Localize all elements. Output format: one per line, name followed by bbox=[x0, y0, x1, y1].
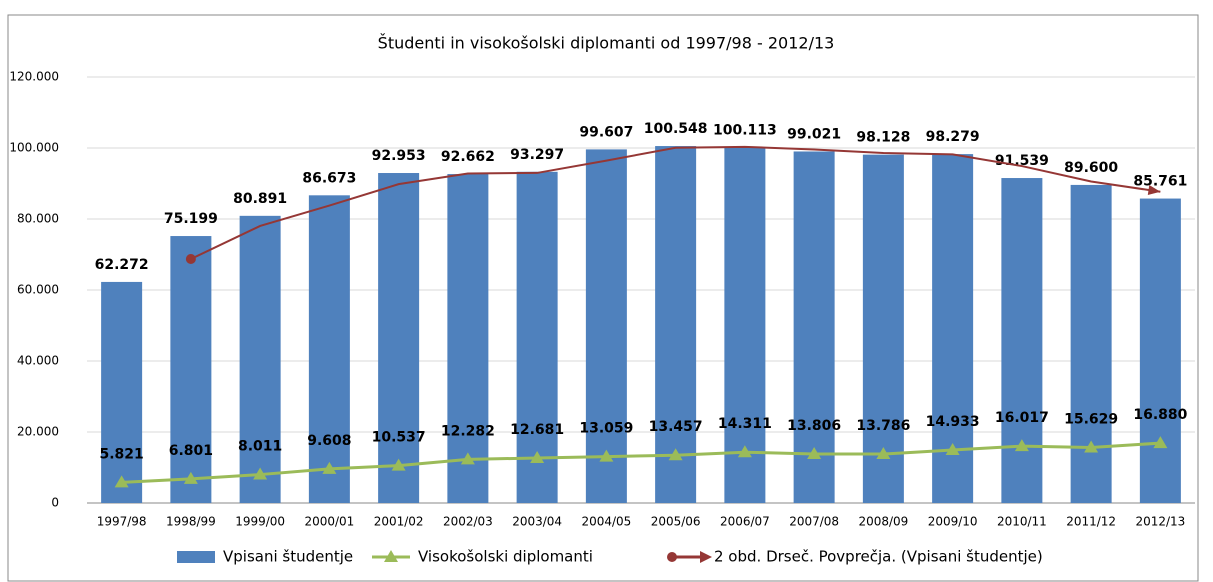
bar bbox=[655, 146, 697, 503]
line-marker bbox=[599, 449, 614, 462]
data-label: 99.607 bbox=[579, 124, 633, 140]
line-start-marker bbox=[185, 253, 196, 264]
data-label: 9.608 bbox=[307, 433, 351, 449]
data-label: 5.821 bbox=[99, 446, 143, 462]
data-label: 85.761 bbox=[1133, 174, 1187, 190]
series-line bbox=[190, 145, 1161, 260]
y-tick-label: 120.000 bbox=[9, 70, 59, 84]
data-label: 13.059 bbox=[579, 421, 633, 437]
bar bbox=[862, 154, 904, 503]
legend-label: Vpisani študentje bbox=[223, 548, 353, 566]
line-marker bbox=[114, 475, 129, 488]
bar bbox=[308, 195, 350, 503]
x-tick-label: 1997/98 bbox=[97, 515, 147, 529]
legend-marker bbox=[667, 552, 677, 562]
legend-label: 2 obd. Drseč. Povprečja. (Vpisani študen… bbox=[714, 548, 1043, 566]
x-tick-label: 1999/00 bbox=[235, 515, 285, 529]
line-marker bbox=[807, 446, 822, 459]
y-tick-label: 0 bbox=[51, 496, 59, 510]
data-label: 6.801 bbox=[169, 443, 213, 459]
line-marker bbox=[460, 452, 475, 465]
data-label: 99.021 bbox=[787, 126, 841, 142]
data-label: 8.011 bbox=[238, 439, 282, 455]
line-marker bbox=[945, 442, 960, 455]
x-tick-label: 2002/03 bbox=[443, 515, 493, 529]
x-tick-label: 2004/05 bbox=[581, 515, 631, 529]
data-label: 92.953 bbox=[372, 148, 426, 164]
data-label: 98.128 bbox=[856, 130, 910, 146]
x-tick-label: 1998/99 bbox=[166, 515, 216, 529]
line-marker bbox=[530, 450, 545, 463]
legend-swatch bbox=[177, 551, 215, 563]
data-label: 14.933 bbox=[926, 414, 980, 430]
data-label: 89.600 bbox=[1064, 160, 1118, 176]
data-label: 80.891 bbox=[233, 191, 287, 207]
line-marker bbox=[876, 447, 891, 460]
data-label: 16.880 bbox=[1133, 407, 1187, 423]
line-marker bbox=[1153, 436, 1168, 449]
line-marker bbox=[737, 445, 752, 458]
x-tick-label: 2010/11 bbox=[997, 515, 1047, 529]
line-marker bbox=[322, 461, 337, 474]
x-tick-label: 2011/12 bbox=[1066, 515, 1116, 529]
bar bbox=[1070, 184, 1112, 504]
line-marker bbox=[1014, 439, 1029, 452]
data-label: 12.282 bbox=[441, 423, 495, 439]
data-label: 13.806 bbox=[787, 418, 841, 434]
line-marker bbox=[1084, 440, 1099, 453]
legend-marker bbox=[700, 551, 712, 563]
line-marker bbox=[183, 471, 198, 484]
bar bbox=[239, 215, 281, 503]
bar bbox=[724, 147, 766, 503]
data-label: 16.017 bbox=[995, 410, 1049, 426]
data-label: 75.199 bbox=[164, 211, 218, 227]
x-tick-label: 2005/06 bbox=[651, 515, 701, 529]
line-marker bbox=[668, 448, 683, 461]
data-label: 13.786 bbox=[856, 418, 910, 434]
data-label: 14.311 bbox=[718, 416, 772, 432]
bar bbox=[516, 171, 558, 503]
x-tick-label: 2007/08 bbox=[789, 515, 839, 529]
line-marker bbox=[253, 467, 268, 480]
data-label: 12.681 bbox=[510, 422, 564, 438]
x-tick-label: 2000/01 bbox=[304, 515, 354, 529]
y-tick-label: 20.000 bbox=[17, 425, 59, 439]
line-marker bbox=[391, 458, 406, 471]
chart-title: Študenti in visokošolski diplomanti od 1… bbox=[378, 34, 835, 53]
x-tick-label: 2012/13 bbox=[1135, 515, 1185, 529]
legend-label: Visokošolski diplomanti bbox=[418, 548, 593, 566]
y-tick-label: 80.000 bbox=[17, 212, 59, 226]
x-tick-label: 2001/02 bbox=[374, 515, 424, 529]
data-label: 100.113 bbox=[713, 123, 777, 139]
x-tick-label: 2009/10 bbox=[928, 515, 978, 529]
bar bbox=[170, 236, 212, 503]
data-label: 86.673 bbox=[302, 170, 356, 186]
data-label: 92.662 bbox=[441, 149, 495, 165]
x-tick-label: 2008/09 bbox=[858, 515, 908, 529]
data-label: 98.279 bbox=[926, 129, 980, 145]
data-label: 100.548 bbox=[644, 121, 708, 137]
bar bbox=[1001, 178, 1043, 503]
y-tick-label: 100.000 bbox=[9, 141, 59, 155]
data-label: 10.537 bbox=[372, 430, 426, 446]
data-label: 91.539 bbox=[995, 153, 1049, 169]
bar bbox=[585, 149, 627, 504]
data-label: 13.457 bbox=[649, 419, 703, 435]
bar bbox=[793, 151, 835, 503]
legend-marker bbox=[384, 550, 398, 562]
bar bbox=[1139, 198, 1181, 503]
x-tick-label: 2003/04 bbox=[512, 515, 562, 529]
data-label: 93.297 bbox=[510, 147, 564, 163]
y-tick-label: 60.000 bbox=[17, 283, 59, 297]
data-label: 15.629 bbox=[1064, 412, 1118, 428]
series-line bbox=[121, 441, 1161, 484]
y-tick-label: 40.000 bbox=[17, 354, 59, 368]
bar bbox=[447, 174, 489, 503]
bar bbox=[101, 281, 143, 503]
data-label: 62.272 bbox=[95, 257, 149, 273]
line-end-arrow bbox=[1147, 184, 1161, 195]
bar bbox=[378, 173, 420, 503]
x-tick-label: 2006/07 bbox=[720, 515, 770, 529]
